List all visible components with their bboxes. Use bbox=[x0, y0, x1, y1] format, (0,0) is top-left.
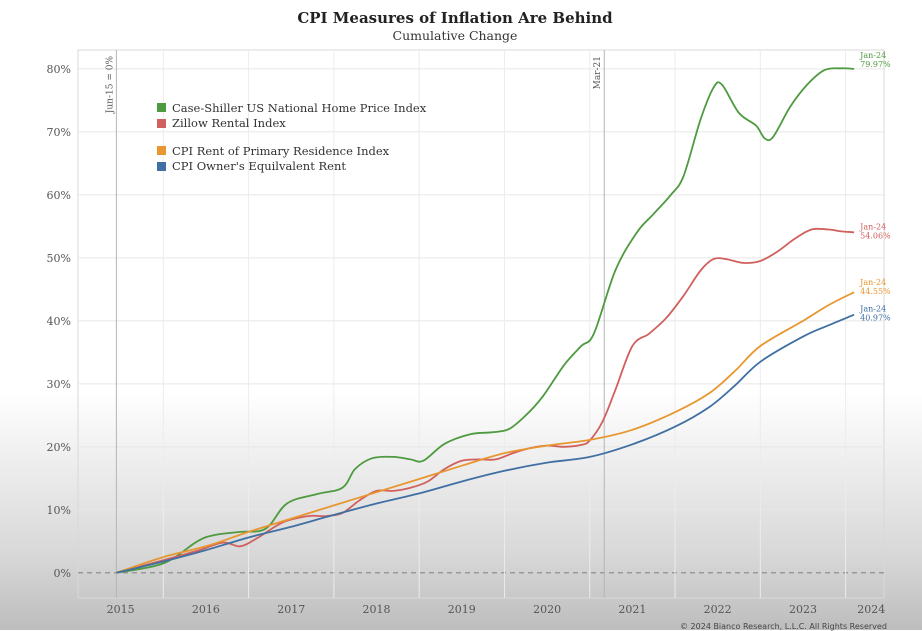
y-tick-label: 0% bbox=[54, 567, 71, 580]
series-end-label: Jan-24 bbox=[859, 51, 886, 60]
copyright-credit: © 2024 Bianco Research, L.L.C. All Right… bbox=[680, 622, 887, 631]
y-tick-label: 50% bbox=[47, 252, 71, 265]
series-line bbox=[116, 291, 855, 574]
series-end-label: Jan-24 bbox=[859, 222, 886, 231]
legend-swatch bbox=[157, 146, 166, 156]
x-tick-label: 2024 bbox=[857, 603, 885, 616]
legend-item-case-shiller: Case-Shiller US National Home Price Inde… bbox=[157, 100, 426, 116]
legend-label: Case-Shiller US National Home Price Inde… bbox=[172, 100, 427, 115]
legend-swatch bbox=[157, 161, 166, 171]
legend-swatch bbox=[157, 118, 166, 128]
y-tick-label: 60% bbox=[47, 189, 71, 202]
axes: 0% 10% 20% 30% 40% 50% 60% 70% 80% 2015 2016 2017 20… bbox=[47, 56, 886, 616]
x-tick-label: 2017 bbox=[277, 603, 305, 616]
series-line bbox=[116, 313, 855, 574]
chart-title: CPI Measures of Inflation Are Behind bbox=[297, 9, 613, 27]
x-tick-label: 2022 bbox=[704, 603, 732, 616]
series-end-label: Jan-24 bbox=[859, 278, 886, 287]
end-labels: Jan-2479.97%Jan-2454.06%Jan-2444.55%Jan-… bbox=[859, 51, 891, 323]
series-end-value: 40.97% bbox=[860, 314, 891, 323]
legend-item-cpi-oer: CPI Owner's Equilvalent Rent bbox=[157, 159, 426, 175]
legend-label: CPI Rent of Primary Residence Index bbox=[172, 143, 390, 158]
y-tick-label: 40% bbox=[47, 315, 71, 328]
y-tick-label: 80% bbox=[47, 63, 71, 76]
x-tick-label: 2019 bbox=[448, 603, 476, 616]
series-end-value: 54.06% bbox=[860, 231, 891, 240]
series-lines bbox=[116, 67, 855, 574]
x-tick-label: 2016 bbox=[192, 603, 220, 616]
y-tick-label: 10% bbox=[47, 504, 71, 517]
x-tick-label: 2020 bbox=[533, 603, 561, 616]
series-end-value: 79.97% bbox=[860, 60, 891, 69]
x-tick-label: 2023 bbox=[789, 603, 817, 616]
reference-line-label: Jun-15 = 0% bbox=[105, 56, 115, 115]
legend: Case-Shiller US National Home Price Inde… bbox=[157, 100, 426, 174]
legend-label: Zillow Rental Index bbox=[172, 116, 286, 131]
legend-swatch bbox=[157, 103, 166, 113]
x-tick-label: 2018 bbox=[363, 603, 391, 616]
plot-frame bbox=[77, 49, 885, 599]
series-line bbox=[116, 67, 855, 574]
x-tick-label: 2015 bbox=[107, 603, 135, 616]
y-tick-label: 70% bbox=[47, 126, 71, 139]
chart-subtitle: Cumulative Change bbox=[392, 28, 518, 43]
x-tick-label: 2021 bbox=[618, 603, 646, 616]
y-tick-label: 20% bbox=[47, 441, 71, 454]
series-end-label: Jan-24 bbox=[859, 305, 886, 314]
series-end-value: 44.55% bbox=[860, 287, 891, 296]
legend-label: CPI Owner's Equilvalent Rent bbox=[172, 159, 346, 174]
legend-item-zillow: Zillow Rental Index bbox=[157, 116, 426, 132]
grid bbox=[77, 49, 885, 599]
y-tick-label: 30% bbox=[47, 378, 71, 391]
series-line bbox=[116, 227, 855, 574]
reference-line-label: Mar-21 bbox=[593, 56, 603, 89]
legend-item-cpi-rent: CPI Rent of Primary Residence Index bbox=[157, 143, 426, 159]
